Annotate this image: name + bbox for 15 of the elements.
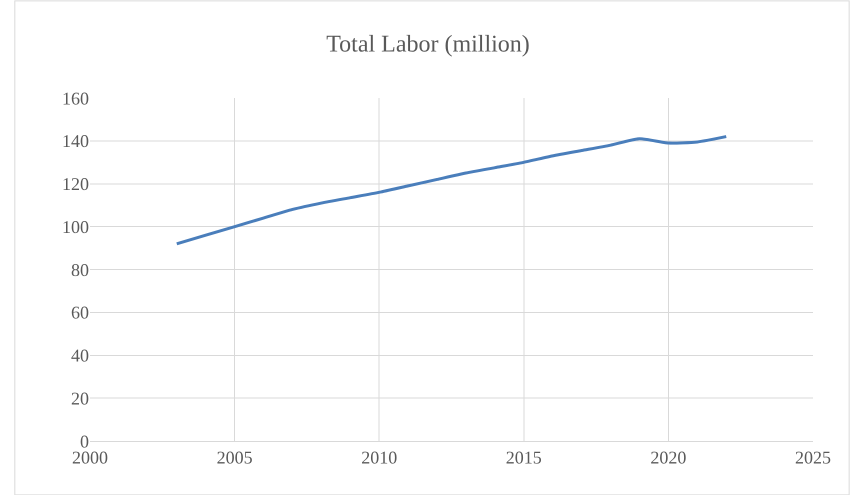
y-tick-label: 100 bbox=[62, 216, 89, 237]
y-tick-label: 40 bbox=[71, 346, 89, 366]
x-tick-label: 2025 bbox=[795, 448, 831, 468]
y-tick-label: 120 bbox=[62, 174, 89, 194]
y-tick-label: 60 bbox=[71, 302, 89, 323]
x-tick-label: 2005 bbox=[216, 448, 253, 468]
y-tick-label: 20 bbox=[71, 388, 89, 408]
x-tick-label: 2010 bbox=[361, 448, 398, 468]
y-tick-label: 160 bbox=[62, 88, 89, 108]
y-tick-label: 140 bbox=[62, 131, 89, 152]
line-series bbox=[175, 135, 728, 246]
x-tick-label: 2020 bbox=[650, 448, 686, 468]
x-tick-label: 2015 bbox=[506, 448, 542, 468]
y-tick-label: 80 bbox=[71, 260, 89, 280]
chart-title: Total Labor (million) bbox=[326, 31, 530, 58]
